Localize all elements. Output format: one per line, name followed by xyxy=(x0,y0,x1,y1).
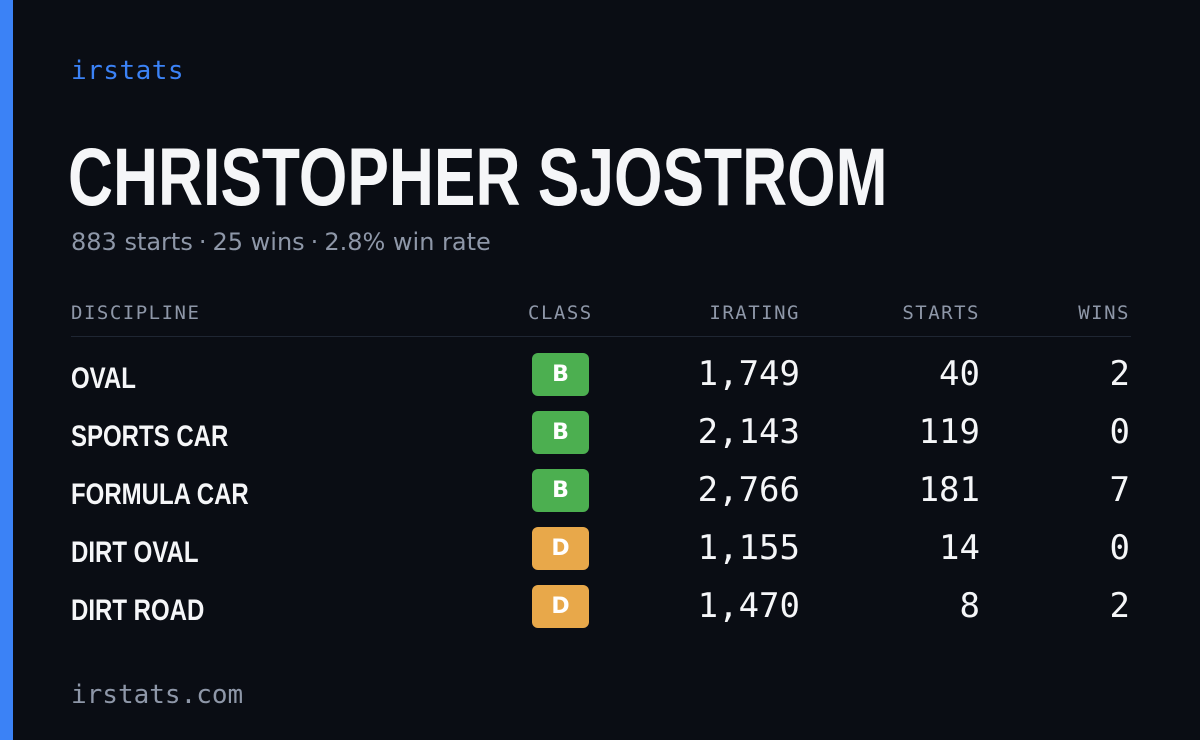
wins-value: 7 xyxy=(1109,470,1130,510)
discipline-name: DIRT OVAL xyxy=(71,536,199,569)
class-badge: D xyxy=(532,527,589,570)
summary-starts: 883 starts xyxy=(71,228,193,256)
discipline-name: OVAL xyxy=(71,362,136,395)
irating-value: 1,155 xyxy=(697,528,800,568)
summary-separator: · xyxy=(198,228,207,256)
wins-value: 2 xyxy=(1109,586,1130,626)
table-row: SPORTS CAR B 2,143 119 0 xyxy=(71,411,1131,470)
starts-value: 40 xyxy=(939,354,980,394)
table-header: DISCIPLINE CLASS IRATING STARTS WINS xyxy=(71,298,1131,337)
wins-value: 0 xyxy=(1109,412,1130,452)
starts-value: 14 xyxy=(939,528,980,568)
discipline-name: FORMULA CAR xyxy=(71,478,249,511)
starts-value: 181 xyxy=(918,470,980,510)
table-row: DIRT ROAD D 1,470 8 2 xyxy=(71,585,1131,644)
player-name: CHRISTOPHER SJOSTROM xyxy=(68,132,888,223)
wins-value: 0 xyxy=(1109,528,1130,568)
starts-value: 8 xyxy=(959,586,980,626)
brand-logo: irstats xyxy=(71,56,185,86)
irating-value: 1,470 xyxy=(697,586,800,626)
header-irating: IRATING xyxy=(709,302,800,324)
irating-value: 2,143 xyxy=(697,412,800,452)
table-row: DIRT OVAL D 1,155 14 0 xyxy=(71,527,1131,586)
irating-value: 1,749 xyxy=(697,354,800,394)
class-badge: B xyxy=(532,411,589,454)
class-badge: D xyxy=(532,585,589,628)
starts-value: 119 xyxy=(918,412,980,452)
summary-win-rate: 2.8% win rate xyxy=(324,228,491,256)
table-body: OVAL B 1,749 40 2 SPORTS CAR B 2,143 119 0 FORMULA… xyxy=(71,337,1131,644)
discipline-name: SPORTS CAR xyxy=(71,420,229,453)
class-badge: B xyxy=(532,353,589,396)
discipline-name: DIRT ROAD xyxy=(71,594,205,627)
class-badge: B xyxy=(532,469,589,512)
summary-wins: 25 wins xyxy=(212,228,305,256)
discipline-stats-table: DISCIPLINE CLASS IRATING STARTS WINS OVA… xyxy=(71,298,1131,644)
header-starts: STARTS xyxy=(902,302,980,324)
footer-domain: irstats.com xyxy=(71,680,244,710)
summary-separator: · xyxy=(310,228,319,256)
irating-value: 2,766 xyxy=(697,470,800,510)
accent-bar xyxy=(0,0,13,740)
wins-value: 2 xyxy=(1109,354,1130,394)
table-row: OVAL B 1,749 40 2 xyxy=(71,353,1131,412)
header-wins: WINS xyxy=(1078,302,1130,324)
table-row: FORMULA CAR B 2,766 181 7 xyxy=(71,469,1131,528)
header-class: CLASS xyxy=(528,302,593,324)
header-discipline: DISCIPLINE xyxy=(71,302,201,324)
career-summary: 883 starts · 25 wins · 2.8% win rate xyxy=(71,228,491,256)
